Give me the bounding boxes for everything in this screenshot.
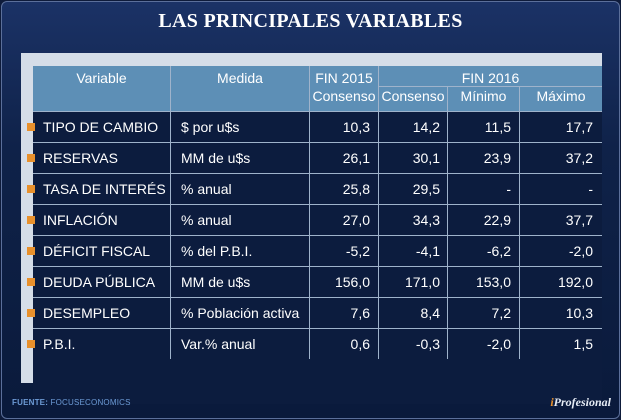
row-minimo: 7,2 (491, 305, 511, 321)
grid-line (33, 297, 602, 298)
source-label: FUENTE: (12, 398, 49, 407)
row-variable: DESEMPLEO (43, 305, 131, 321)
row-variable: RESERVAS (43, 150, 118, 166)
logo-text: Profesional (553, 395, 611, 409)
orange-bullet-icon (27, 154, 35, 162)
row-variable: DEUDA PÚBLICA (43, 274, 156, 290)
table-row: P.B.I. Var.% anual 0,6 -0,3 -2,0 1,5 (21, 329, 602, 359)
header-minimo: Mínimo (460, 88, 507, 104)
grid-line (33, 266, 602, 267)
grid-line (33, 204, 602, 205)
row-consenso-2015: 10,3 (342, 119, 370, 135)
grid-line (447, 86, 448, 359)
grid-line (379, 86, 602, 87)
row-medida: % anual (181, 212, 232, 228)
table-row: DÉFICIT FISCAL % del P.B.I. -5,2 -4,1 -6… (21, 236, 602, 266)
row-maximo: - (588, 181, 593, 197)
table-row: DESEMPLEO % Población activa 7,6 8,4 7,2… (21, 298, 602, 328)
orange-bullet-icon (27, 247, 35, 255)
row-medida: $ por u$s (181, 119, 240, 135)
grid-line (33, 328, 602, 329)
row-variable: INFLACIÓN (43, 212, 118, 228)
table-row: RESERVAS MM de u$s 26,1 30,1 23,9 37,2 (21, 143, 602, 173)
header-medida: Medida (217, 70, 263, 86)
header-consenso-2015: Consenso (312, 88, 376, 104)
header-maximo: Máximo (536, 88, 586, 104)
orange-bullet-icon (27, 123, 35, 131)
grid-line (33, 142, 602, 143)
row-consenso-2015: 0,6 (350, 336, 370, 352)
row-consenso-2015: 7,6 (350, 305, 370, 321)
row-consenso-2016: 8,4 (420, 305, 440, 321)
header-fin-2016: FIN 2016 (461, 70, 520, 86)
header-variable: Variable (76, 70, 127, 86)
row-minimo: 153,0 (475, 274, 511, 290)
grid-line (33, 111, 602, 112)
row-medida: MM de u$s (181, 274, 251, 290)
grid-line (33, 173, 602, 174)
orange-bullet-icon (27, 340, 35, 348)
row-consenso-2016: 34,3 (412, 212, 440, 228)
table-row: INFLACIÓN % anual 27,0 34,3 22,9 37,7 (21, 205, 602, 235)
row-consenso-2015: 26,1 (342, 150, 370, 166)
table-header-area (33, 66, 602, 111)
row-minimo: - (506, 181, 511, 197)
row-consenso-2015: 25,8 (342, 181, 370, 197)
row-maximo: 37,2 (565, 150, 593, 166)
row-medida: % del P.B.I. (181, 243, 253, 259)
row-maximo: 17,7 (565, 119, 593, 135)
table-row: TIPO DE CAMBIO $ por u$s 10,3 14,2 11,5 … (21, 112, 602, 142)
orange-bullet-icon (27, 185, 35, 193)
table-row: TASA DE INTERÉS % anual 25,8 29,5 - - (21, 174, 602, 204)
table-row: DEUDA PÚBLICA MM de u$s 156,0 171,0 153,… (21, 267, 602, 297)
row-consenso-2016: 171,0 (404, 274, 440, 290)
row-maximo: 192,0 (557, 274, 593, 290)
row-variable: P.B.I. (43, 336, 76, 352)
row-variable: DÉFICIT FISCAL (43, 243, 151, 259)
row-minimo: 22,9 (483, 212, 511, 228)
row-medida: % Población activa (181, 305, 300, 321)
orange-bullet-icon (27, 309, 35, 317)
row-minimo: 11,5 (484, 119, 511, 135)
grid-line (519, 86, 520, 359)
row-medida: % anual (181, 181, 232, 197)
row-consenso-2016: -4,1 (415, 243, 440, 259)
grid-line (33, 235, 602, 236)
header-consenso-2016: Consenso (381, 88, 445, 104)
row-variable: TIPO DE CAMBIO (43, 119, 159, 135)
grid-line (378, 66, 379, 359)
header-fin-2015: FIN 2015 (315, 70, 373, 86)
row-medida: MM de u$s (181, 150, 251, 166)
orange-bullet-icon (27, 278, 35, 286)
row-maximo: -2,0 (568, 243, 593, 259)
page-title: LAS PRINCIPALES VARIABLES (158, 10, 463, 32)
source-value: FOCUSECONOMICS (50, 398, 131, 407)
row-consenso-2015: 27,0 (342, 212, 370, 228)
row-consenso-2016: -0,3 (415, 336, 440, 352)
row-maximo: 10,3 (565, 305, 593, 321)
row-variable: TASA DE INTERÉS (43, 181, 166, 197)
row-medida: Var.% anual (181, 336, 256, 352)
row-consenso-2016: 14,2 (412, 119, 440, 135)
iprofesional-logo: iProfesional (550, 395, 611, 410)
row-minimo: -2,0 (486, 336, 511, 352)
table-panel: Variable Medida FIN 2015 FIN 2016 Consen… (21, 53, 602, 404)
grid-line (170, 66, 171, 359)
row-minimo: -6,2 (486, 243, 511, 259)
row-consenso-2015: 156,0 (334, 274, 370, 290)
logo-i: i (550, 395, 554, 409)
row-minimo: 23,9 (483, 150, 511, 166)
row-consenso-2015: -5,2 (345, 243, 370, 259)
row-consenso-2016: 30,1 (412, 150, 440, 166)
row-consenso-2016: 29,5 (412, 181, 440, 197)
grid-line (309, 66, 310, 359)
table-body-area (33, 111, 602, 404)
row-maximo: 37,7 (565, 212, 593, 228)
source-note: FUENTE: FOCUSECONOMICS (12, 398, 131, 407)
orange-bullet-icon (27, 216, 35, 224)
row-maximo: 1,5 (573, 336, 593, 352)
